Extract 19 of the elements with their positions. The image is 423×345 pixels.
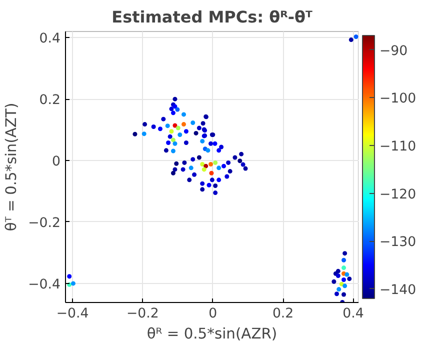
x-tick-label: 0.2 <box>272 306 294 322</box>
x-tick-label: −0.2 <box>126 306 159 322</box>
y-tick-label: 0 <box>52 154 61 170</box>
color-bar-label: −120 <box>380 187 416 202</box>
x-tick-label: −0.4 <box>56 306 89 322</box>
color-bar-label: −90 <box>380 44 408 59</box>
y-tick-label: 0.2 <box>39 93 61 108</box>
y-tick-label: 0.4 <box>39 32 61 47</box>
x-tick-label: 0.4 <box>342 306 364 322</box>
color-bar-label: −110 <box>380 139 416 154</box>
y-tick-label: −0.4 <box>28 277 61 292</box>
y-tick-label: −0.2 <box>28 216 61 231</box>
color-bar-label: −140 <box>380 282 416 298</box>
color-bar-label: −130 <box>380 235 416 250</box>
y-axis-title: θᵀ = 0.5*sin(AZT) <box>3 102 20 232</box>
chart-title: Estimated MPCs: θᴿ-θᵀ <box>112 8 312 26</box>
x-tick-label: 0 <box>208 306 218 322</box>
x-axis-title: θᴿ = 0.5*sin(AZR) <box>146 326 278 342</box>
color-bar-label: −100 <box>380 92 416 107</box>
